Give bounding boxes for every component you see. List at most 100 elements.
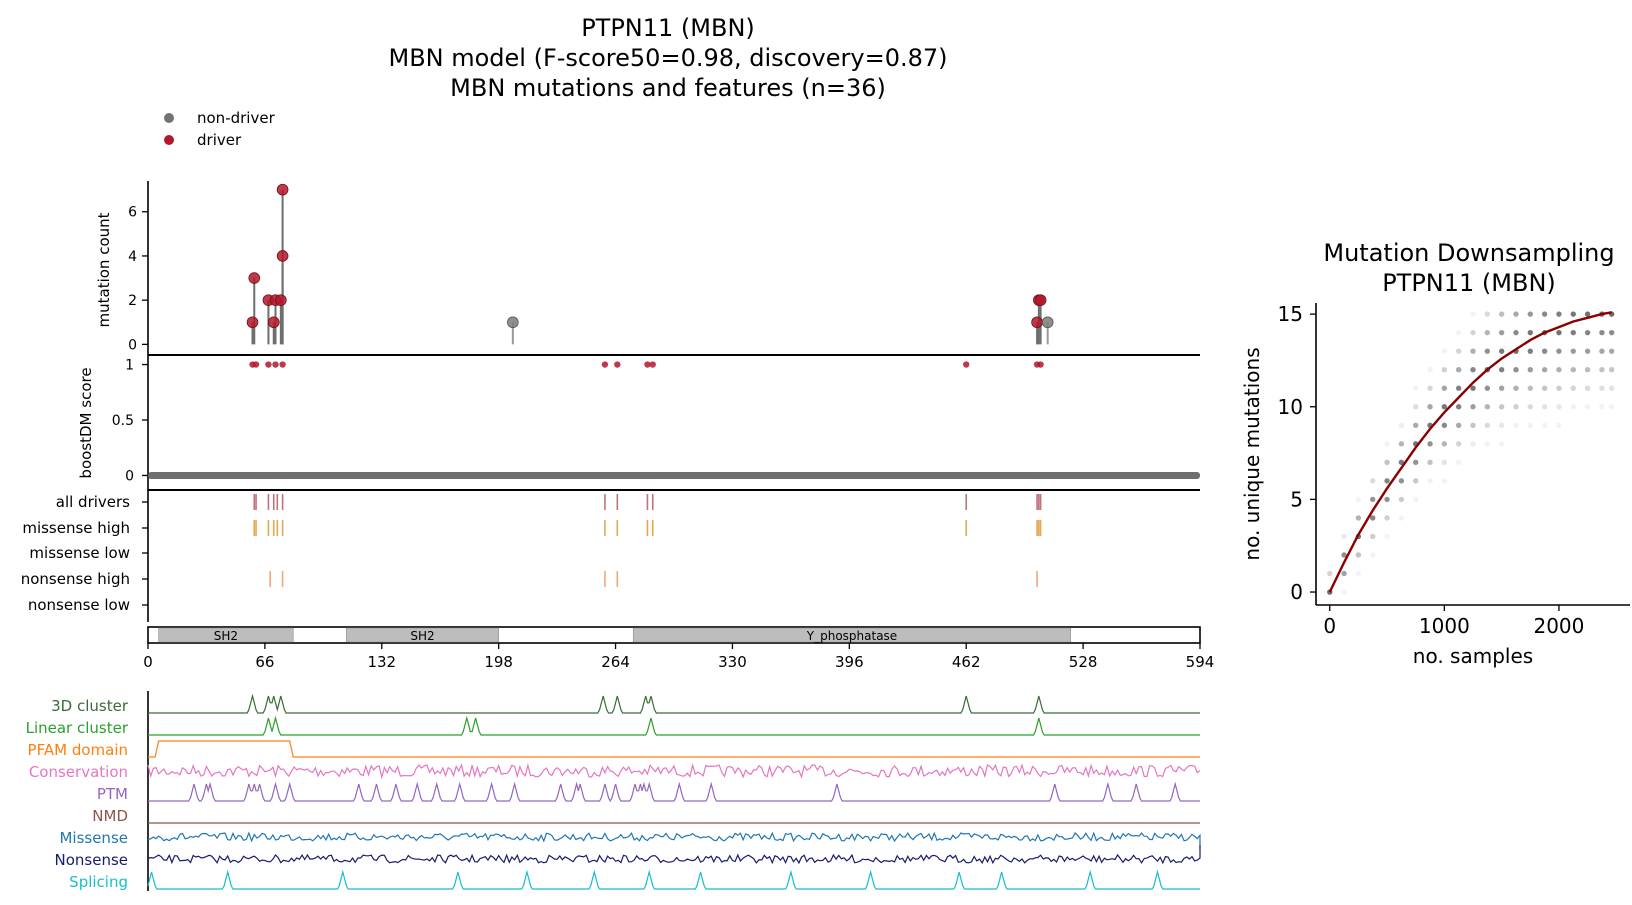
raster-panel: all drivers missense high missense low nons… (21, 490, 1042, 622)
boostdm-driver-point (601, 361, 609, 368)
feature-track-line (147, 845, 1201, 865)
main-title-line-1: PTPN11 (MBN) (581, 14, 755, 42)
boostdm-driver-point (272, 361, 279, 368)
lollipop-y-tick-label: 4 (128, 249, 137, 265)
downsampling-point (1441, 385, 1448, 391)
domain-box (632, 627, 1072, 643)
domain-label: SH2 (410, 629, 434, 643)
downsampling-ticks: 0 1000 2000 0 5 10 15 (1278, 302, 1585, 638)
downsampling-point (1455, 348, 1462, 354)
x-tick-label: 66 (255, 653, 274, 671)
raster-row-label: missense low (29, 544, 130, 562)
legend-label-driver: driver (197, 131, 242, 149)
legend-label-non-driver: non-driver (197, 109, 276, 127)
lollipop-y-tick-label: 2 (128, 293, 137, 309)
feature-track-line (148, 693, 1200, 714)
downsampling-point (1527, 404, 1533, 410)
downsampling-point (1570, 366, 1576, 373)
boostdm-y-tick-label: 0 (125, 468, 134, 484)
downsampling-point (1484, 311, 1491, 317)
downsampling-point (1398, 441, 1405, 447)
downsampling-y-tick-label: 0 (1290, 580, 1303, 604)
downsampling-point (1370, 496, 1376, 503)
boostdm-panel: boostDM score 00.51 (77, 355, 1200, 491)
downsampling-point (1341, 570, 1347, 577)
boostdm-driver-point (252, 361, 260, 368)
boostdm-driver-point (963, 361, 970, 368)
downsampling-point (1608, 404, 1615, 410)
downsampling-point (1556, 404, 1562, 410)
downsampling-point (1370, 478, 1376, 484)
raster-row-label: missense high (22, 519, 130, 537)
lollipop-non-driver-head (1041, 316, 1054, 329)
downsampling-point (1384, 478, 1390, 484)
lollipop-y-tick-label: 6 (128, 205, 137, 221)
domain-box (158, 627, 294, 643)
lollipop-driver-head (246, 316, 259, 329)
boostdm-driver-point (649, 361, 656, 368)
feature-track-label: PTM (97, 785, 128, 803)
downsampling-point (1341, 533, 1347, 540)
downsampling-point (1355, 496, 1362, 503)
lollipop-y-tick-label: 0 (128, 337, 137, 353)
lollipop-driver-head (276, 183, 289, 196)
lollipop-y-ticks: 0 2 4 6 (128, 205, 148, 353)
downsampling-point (1355, 570, 1362, 577)
downsampling-point (1513, 422, 1519, 428)
x-tick-label: 0 (143, 653, 153, 671)
downsampling-point (1455, 441, 1462, 447)
downsampling-point (1384, 533, 1390, 540)
downsampling-point (1556, 311, 1562, 317)
downsampling-x-label: no. samples (1413, 644, 1533, 668)
downsampling-point (1584, 311, 1591, 317)
downsampling-point (1599, 404, 1605, 410)
downsampling-y-tick-label: 10 (1278, 395, 1303, 419)
downsampling-point (1498, 441, 1505, 447)
downsampling-point (1413, 404, 1419, 410)
x-tick-label: 264 (601, 653, 630, 671)
downsampling-point (1498, 311, 1505, 317)
downsampling-point (1455, 404, 1462, 410)
downsampling-point (1584, 385, 1591, 391)
downsampling-y-label: no. unique mutations (1240, 347, 1264, 560)
downsampling-point (1441, 441, 1448, 447)
downsampling-point (1398, 422, 1405, 428)
x-tick-label: 462 (952, 653, 981, 671)
boostdm-y-tick-label: 0.5 (112, 413, 134, 429)
domain-label: Y_phosphatase (806, 629, 897, 643)
downsampling-point (1608, 385, 1615, 391)
downsampling-point (1570, 385, 1576, 391)
downsampling-point (1384, 496, 1390, 503)
feature-track-label: 3D cluster (51, 697, 129, 715)
downsampling-point (1384, 459, 1390, 466)
domain-boxes: SH2 SH2 Y_phosphatase (158, 627, 1072, 643)
boostdm-driver-point (644, 361, 651, 368)
downsampling-point (1355, 515, 1362, 521)
downsampling-point (1556, 385, 1562, 391)
downsampling-points (1327, 311, 1615, 595)
downsampling-point (1413, 385, 1419, 391)
downsampling-point (1570, 311, 1576, 317)
downsampling-point (1470, 422, 1476, 428)
downsampling-point (1484, 385, 1491, 391)
downsampling-point (1470, 311, 1476, 317)
downsampling-point (1527, 311, 1533, 317)
x-tick-label: 132 (367, 653, 396, 671)
downsampling-point (1513, 385, 1519, 391)
feature-tracks-panel: 3D cluster Linear cluster PFAM domain Conse… (26, 691, 1201, 891)
downsampling-point (1541, 348, 1548, 354)
downsampling-point (1498, 329, 1505, 336)
downsampling-point (1570, 329, 1576, 336)
downsampling-point (1470, 366, 1476, 373)
legend-marker-driver (164, 135, 174, 145)
raster-row-label: all drivers (56, 493, 130, 511)
downsampling-point (1608, 366, 1615, 373)
downsampling-point (1599, 348, 1605, 354)
feature-track-label: PFAM domain (28, 741, 128, 759)
main-title: PTPN11 (MBN) MBN model (F-score50=0.98, … (388, 14, 947, 102)
downsampling-point (1527, 422, 1533, 428)
downsampling-point (1427, 385, 1433, 391)
x-tick-label: 396 (835, 653, 864, 671)
downsampling-point (1527, 385, 1533, 391)
downsampling-point (1484, 441, 1491, 447)
